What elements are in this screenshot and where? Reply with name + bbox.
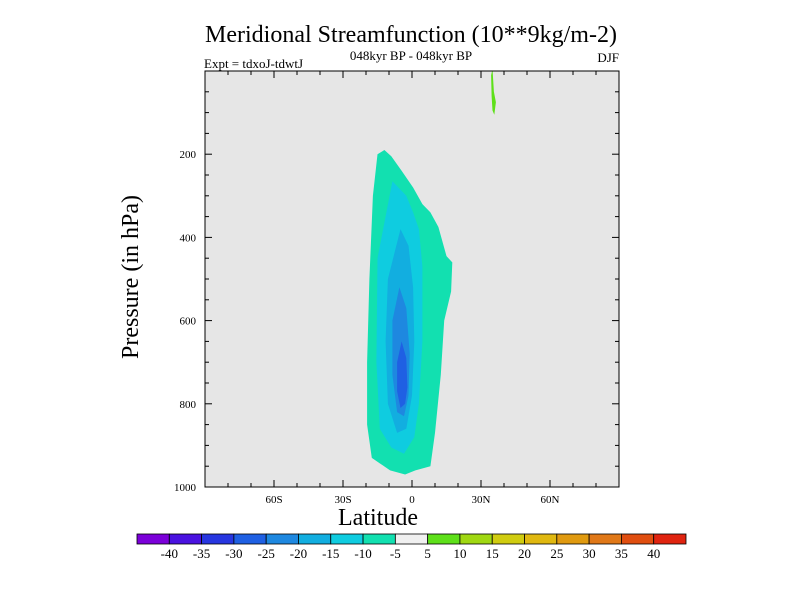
y-axis: 200 400 600 800 1000 (174, 91, 619, 494)
colorbar-label: 5 (424, 546, 431, 561)
contour-region-cell-core-30-to-25 (397, 341, 408, 408)
colorbar-swatch (201, 533, 235, 545)
colorbar-label: 20 (518, 546, 531, 561)
y-axis-label: Pressure (in hPa) (118, 195, 144, 359)
colorbar-swatch (491, 533, 525, 545)
colorbar-swatch (588, 533, 622, 545)
colorbar-swatch (394, 533, 429, 545)
x-axis: 60S 30S 0 30N 60N (227, 71, 597, 506)
colorbar-label: -20 (290, 546, 307, 561)
y-tick-label: 1000 (174, 482, 197, 494)
y-tick-label: 400 (180, 232, 197, 244)
colorbar-swatch (556, 533, 590, 545)
colorbar-label: -5 (390, 546, 401, 561)
experiment-label: Expt = tdxoJ-tdwtJ (204, 56, 303, 71)
colorbar-label: 15 (486, 546, 499, 561)
x-tick-label: 60S (265, 494, 282, 506)
colorbar-label: 40 (647, 546, 660, 561)
colorbar-swatch (362, 533, 396, 545)
y-tick-label: 800 (180, 399, 197, 411)
y-tick-label: 600 (180, 316, 197, 328)
colorbar-swatch (298, 533, 332, 545)
colorbar-swatch (427, 533, 461, 545)
colorbar-label: -25 (258, 546, 275, 561)
x-tick-label: 30N (472, 494, 491, 506)
x-tick-label: 30S (334, 494, 351, 506)
colorbar-swatch (168, 533, 202, 545)
colorbar-swatch (330, 533, 364, 545)
colorbar-swatch (265, 533, 299, 545)
contour-fill-layer (367, 71, 496, 475)
x-tick-label: 60N (541, 494, 560, 506)
chart-subtitle: 048kyr BP - 048kyr BP (350, 48, 472, 63)
colorbar: -40 -35 -30 -25 -20 -15 -10 -5 5 10 15 20 25 30 35 40 (136, 533, 687, 561)
season-label: DJF (597, 50, 619, 65)
colorbar-label: 25 (550, 546, 563, 561)
colorbar-label: -15 (322, 546, 339, 561)
colorbar-label: 30 (583, 546, 596, 561)
chart-title: Meridional Streamfunction (10**9kg/m-2) (205, 22, 617, 48)
colorbar-label: 35 (615, 546, 628, 561)
colorbar-label: -10 (354, 546, 371, 561)
colorbar-swatch (621, 533, 655, 545)
colorbar-swatch (459, 533, 493, 545)
x-tick-label: 0 (409, 494, 415, 506)
x-axis-label: Latitude (338, 505, 418, 531)
colorbar-swatch (136, 533, 170, 545)
colorbar-swatch (653, 533, 687, 545)
colorbar-label: -35 (193, 546, 210, 561)
colorbar-label: -40 (161, 546, 178, 561)
colorbar-swatch (233, 533, 267, 545)
contour-region-cell-positive-5-to-10 (491, 71, 496, 115)
y-tick-label: 200 (180, 149, 197, 161)
colorbar-label: 10 (453, 546, 466, 561)
colorbar-swatch (524, 533, 558, 545)
colorbar-label: -30 (225, 546, 242, 561)
